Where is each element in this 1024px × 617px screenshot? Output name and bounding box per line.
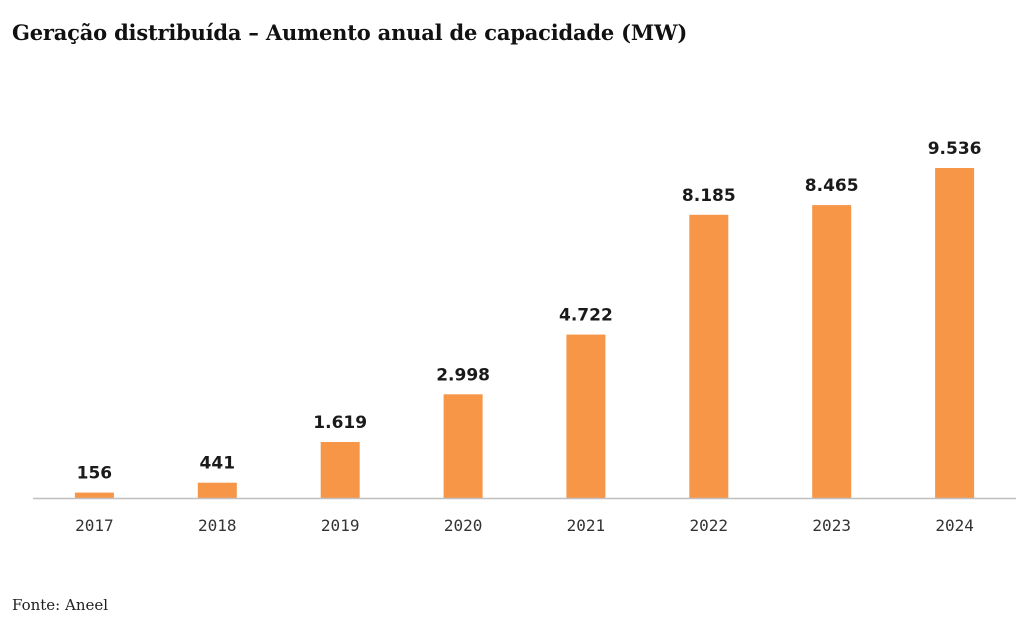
bar-2017	[74, 492, 114, 498]
bar-2019	[320, 442, 360, 498]
bar-2022	[689, 214, 729, 499]
x-tick-labels-layer: 2017 2018 2019 2020 2021 2022 2023 2024	[75, 516, 974, 535]
bar-2020	[443, 394, 483, 498]
bars-layer	[74, 168, 975, 499]
bar-2018	[197, 482, 237, 498]
data-label-2022: 8.185	[682, 186, 736, 206]
data-label-2019: 1.619	[313, 413, 367, 433]
x-tick-label-2020: 2020	[444, 516, 483, 535]
x-tick-label-2019: 2019	[321, 516, 360, 535]
data-label-2023: 8.465	[805, 176, 859, 196]
x-tick-label-2018: 2018	[198, 516, 237, 535]
x-tick-label-2024: 2024	[935, 516, 974, 535]
data-label-2020: 2.998	[436, 365, 490, 385]
data-label-2024: 9.536	[928, 139, 982, 159]
data-labels-layer: 156 441 1.619 2.998 4.722 8.185 8.465 9.536	[77, 139, 982, 484]
x-tick-label-2021: 2021	[567, 516, 606, 535]
data-label-2017: 156	[77, 464, 113, 484]
bar-2024	[935, 168, 975, 498]
data-label-2021: 4.722	[559, 306, 613, 326]
data-label-2018: 441	[200, 454, 236, 474]
x-tick-label-2017: 2017	[75, 516, 114, 535]
source-note: Fonte: Aneel	[12, 596, 109, 614]
bar-2021	[566, 334, 606, 498]
x-tick-label-2022: 2022	[690, 516, 729, 535]
bar-2023	[812, 205, 852, 498]
chart-title: Geração distribuída – Aumento anual de c…	[12, 20, 688, 45]
x-tick-label-2023: 2023	[812, 516, 851, 535]
